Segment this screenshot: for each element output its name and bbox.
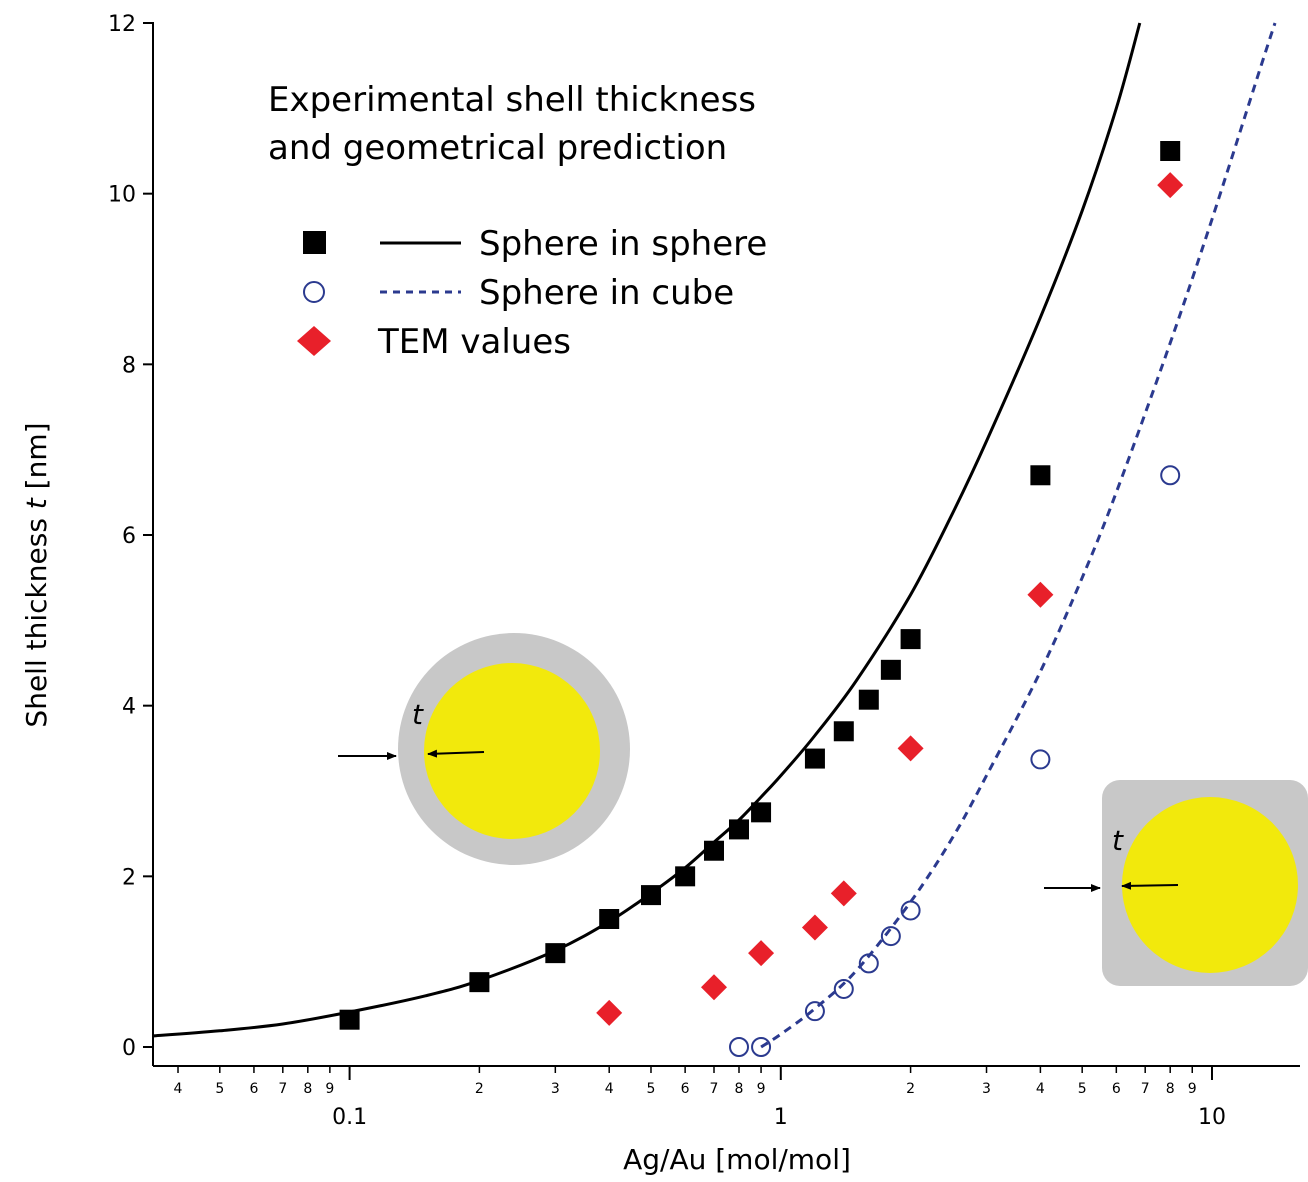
inset-cube-arrow-inner [1121, 881, 1179, 890]
square-point [640, 885, 661, 906]
circle-point [1030, 749, 1051, 770]
diamond-point [700, 974, 727, 1001]
x-minor-tick-label: 2 [906, 1081, 915, 1097]
diamond-point [801, 914, 828, 941]
x-minor-tick-label: 5 [647, 1081, 656, 1097]
square-point [880, 659, 901, 680]
x-minor-tick-label: 7 [710, 1081, 719, 1097]
x-major-tick-label: 10 [1198, 1105, 1226, 1130]
x-minor-tick-label: 6 [681, 1081, 690, 1097]
chart-title-line-1: Experimental shell thickness [268, 80, 756, 120]
square-point [1160, 141, 1181, 161]
square-point [858, 689, 879, 710]
y-tick-label: 6 [122, 524, 136, 549]
y-tick-label: 12 [108, 12, 136, 37]
axes [152, 22, 1300, 1067]
y-axis-title-part: Shell thickness [20, 509, 53, 727]
square-point [703, 840, 724, 861]
diamond-point [830, 880, 857, 907]
y-axis-title-variable: t [20, 497, 53, 509]
legend-circle-marker [303, 281, 325, 303]
x-minor-tick-label: 4 [174, 1081, 183, 1097]
square-point [339, 1009, 360, 1030]
data-markers [339, 141, 1184, 1057]
curve-sphere-in-sphere [152, 22, 1142, 1038]
diamond-point [1027, 581, 1054, 608]
x-minor-tick-label: 9 [1188, 1081, 1197, 1097]
x-minor-tick-label: 4 [1036, 1081, 1045, 1097]
circle-point [833, 978, 854, 999]
diamond-point [596, 999, 623, 1026]
square-point [1030, 465, 1051, 486]
legend-label-tem-values: TEM values [377, 322, 571, 362]
y-axis-title: Shell thickness t [nm] [20, 422, 53, 727]
circle-point [900, 900, 921, 921]
x-minor-tick-label: 9 [325, 1081, 334, 1097]
legend-diamond-marker [297, 326, 331, 356]
inset-thickness-label: t [412, 698, 424, 731]
x-minor-tick-label: 6 [249, 1081, 258, 1097]
curve-sphere-in-cube [760, 22, 1277, 1049]
x-minor-tick-label: 2 [475, 1081, 484, 1097]
x-minor-tick-label: 5 [1078, 1081, 1087, 1097]
square-point [469, 972, 490, 993]
diamond-point [897, 735, 924, 762]
y-tick-label: 8 [122, 353, 136, 378]
circle-point [858, 953, 879, 974]
x-minor-tick-label: 8 [303, 1081, 312, 1097]
inset-arrow-inner [427, 749, 485, 758]
y-tick-label: 10 [108, 183, 136, 208]
x-ticks: 0.1 1 104 5 6 7 8 9 2 3 4 5 6 7 8 9 2 3 4 5 6 7 8 9 [174, 1066, 1226, 1130]
y-tick-label: 0 [122, 1036, 136, 1061]
x-minor-tick-label: 5 [215, 1081, 224, 1097]
circle-point [880, 926, 901, 947]
inset-cube-thickness-label: t [1112, 824, 1124, 857]
circle-point [729, 1037, 750, 1057]
legend-label-sphere-in-cube: Sphere in cube [479, 273, 734, 313]
circle-point [1160, 465, 1181, 486]
x-minor-tick-label: 7 [278, 1081, 287, 1097]
inset-sphere-in-sphere: t [338, 633, 630, 865]
inset-core-circle [424, 663, 600, 839]
x-minor-tick-label: 9 [757, 1081, 766, 1097]
x-major-tick-label: 1 [774, 1105, 788, 1130]
y-ticks: 0 2 4 6 8 10 12 [108, 12, 153, 1061]
x-minor-tick-label: 7 [1141, 1081, 1150, 1097]
legend-label-sphere-in-sphere: Sphere in sphere [479, 224, 767, 264]
y-tick-label: 2 [122, 865, 136, 890]
square-point [804, 748, 825, 769]
legend: Sphere in sphere Sphere in cube TEM valu… [297, 224, 767, 362]
legend-square-marker [303, 231, 326, 254]
square-point [599, 909, 620, 929]
square-point [545, 943, 566, 964]
inset-cube-core-circle [1122, 797, 1298, 973]
square-point [900, 629, 921, 650]
chart-title-line-2: and geometrical prediction [268, 128, 727, 168]
x-major-tick-label: 0.1 [332, 1105, 367, 1130]
x-axis-title: Ag/Au [mol/mol] [623, 1143, 851, 1176]
x-minor-tick-label: 4 [605, 1081, 614, 1097]
inset-sphere-in-cube: t [1044, 780, 1308, 986]
x-minor-tick-label: 3 [982, 1081, 991, 1097]
square-point [751, 802, 772, 823]
x-minor-tick-label: 6 [1112, 1081, 1121, 1097]
x-minor-tick-label: 8 [1166, 1081, 1175, 1097]
circle-point [751, 1037, 772, 1057]
square-point [833, 721, 854, 742]
y-tick-label: 4 [122, 695, 136, 720]
x-minor-tick-label: 8 [735, 1081, 744, 1097]
square-point [729, 819, 750, 840]
diamond-point [748, 940, 775, 967]
x-minor-tick-label: 3 [551, 1081, 560, 1097]
diamond-point [1157, 172, 1184, 199]
y-axis-title-unit: [nm] [20, 422, 53, 498]
circle-point [804, 1001, 825, 1022]
square-point [675, 866, 696, 887]
